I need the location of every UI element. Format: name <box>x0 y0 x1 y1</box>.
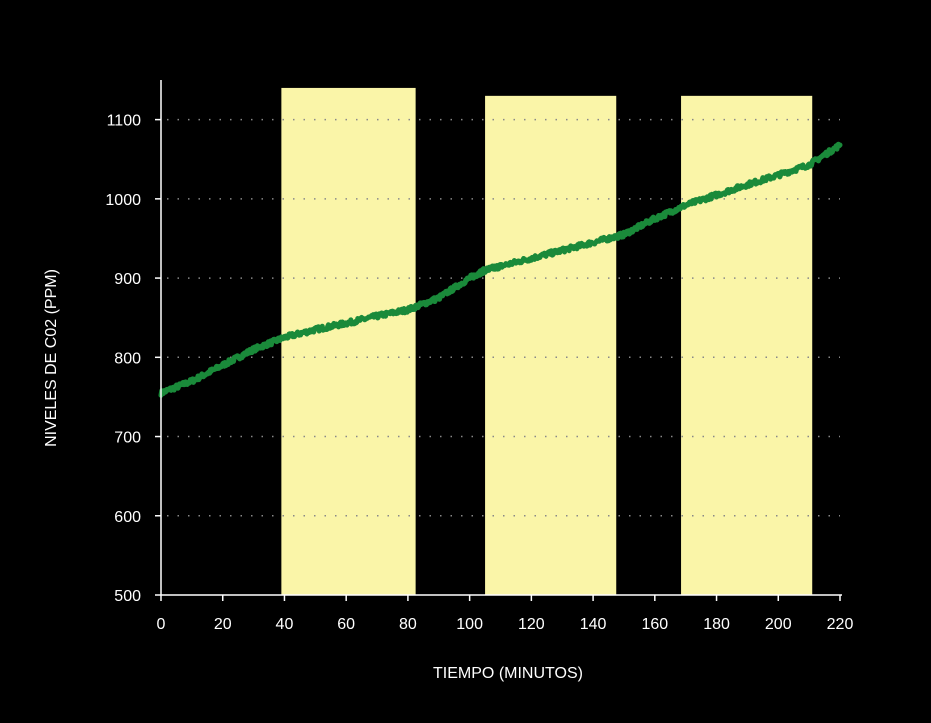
x-tick-label-220: 220 <box>827 616 854 633</box>
shaded-period-1 <box>281 87 416 595</box>
x-axis-title: TIEMPO (MINUTOS) <box>433 665 583 682</box>
x-tick-label-80: 80 <box>399 616 417 633</box>
x-tick-label-200: 200 <box>765 616 792 633</box>
y-tick-label-1100: 1100 <box>107 113 142 130</box>
tick-layer: 500 600 700 800 900 1000 1100 0 20 40 60 80 100 120 14… <box>105 113 853 633</box>
x-tick-label-0: 0 <box>157 616 166 633</box>
grid-layer <box>167 118 840 517</box>
axis-layer <box>160 80 842 596</box>
series-line-1 <box>158 141 843 398</box>
x-tick-label-40: 40 <box>276 616 294 633</box>
y-axis-title: NIVELES DE C02 (PPM) <box>43 269 60 447</box>
y-tick-label-600: 600 <box>114 509 141 526</box>
shading-layer <box>281 87 813 595</box>
shaded-period-3 <box>681 95 813 595</box>
x-tick-label-120: 120 <box>518 616 545 633</box>
y-tick-label-700: 700 <box>114 430 141 447</box>
shaded-period-2 <box>485 95 617 595</box>
y-tick-label-900: 900 <box>114 271 141 288</box>
line-layer <box>158 141 843 398</box>
y-tick-label-1000: 1000 <box>105 192 141 209</box>
x-tick-label-140: 140 <box>580 616 607 633</box>
y-tick-label-500: 500 <box>114 588 141 605</box>
x-tick-label-60: 60 <box>337 616 355 633</box>
x-tick-label-100: 100 <box>456 616 483 633</box>
x-tick-label-160: 160 <box>641 616 668 633</box>
x-tick-label-180: 180 <box>703 616 730 633</box>
y-tick-label-800: 800 <box>114 350 141 367</box>
x-tick-label-20: 20 <box>214 616 232 633</box>
